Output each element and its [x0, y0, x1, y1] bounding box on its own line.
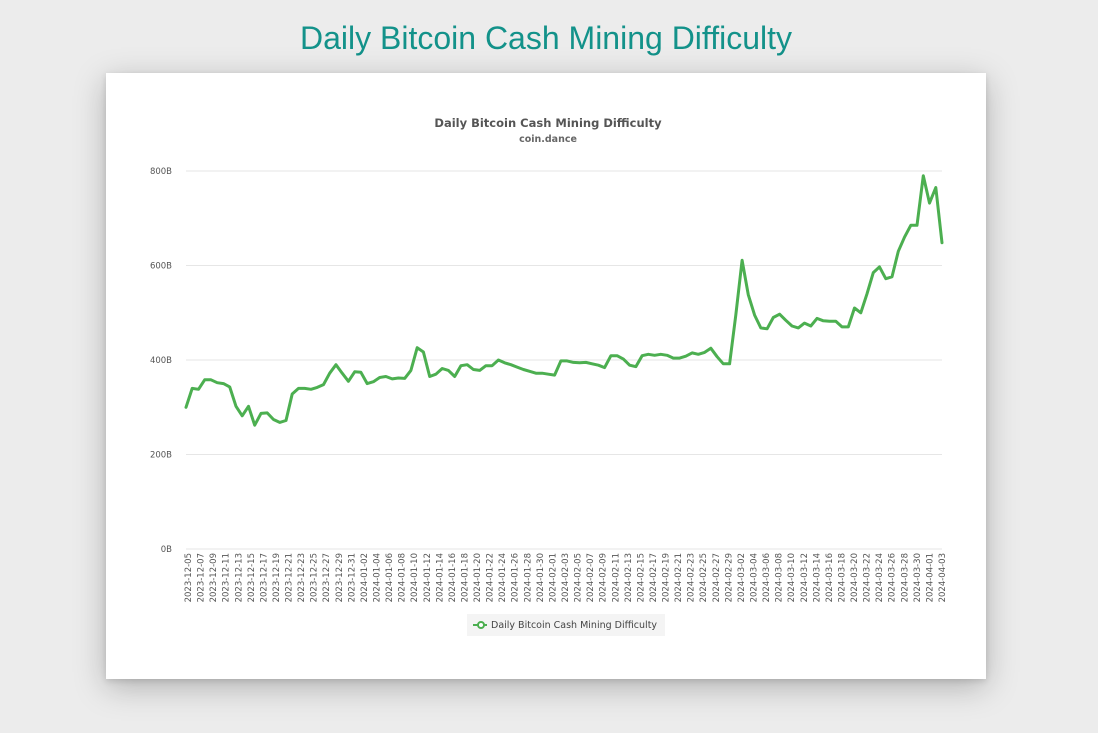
x-tick-label: 2023-12-07: [197, 553, 207, 602]
x-tick-label: 2024-02-03: [561, 553, 571, 602]
x-tick-label: 2024-02-13: [624, 553, 634, 602]
x-tick-label: 2024-02-27: [712, 553, 722, 602]
y-tick-label: 0B: [161, 545, 172, 555]
x-tick-label: 2024-02-23: [687, 553, 697, 602]
y-tick-label: 200B: [150, 451, 172, 461]
x-tick-label: 2023-12-09: [209, 553, 219, 602]
legend-line-marker-icon: [473, 620, 487, 630]
x-tick-label: 2024-02-19: [662, 553, 672, 602]
x-tick-label: 2023-12-15: [247, 553, 257, 602]
x-tick-label: 2024-02-15: [636, 553, 646, 602]
x-tick-label: 2024-03-30: [913, 553, 923, 602]
x-tick-label: 2024-01-24: [498, 553, 508, 602]
y-axis-ticks: 0B 200B 400B 600B 800B: [150, 167, 172, 555]
x-tick-label: 2024-03-16: [825, 553, 835, 602]
x-tick-label: 2024-03-24: [875, 553, 885, 602]
x-tick-label: 2024-03-08: [775, 553, 785, 602]
x-tick-label: 2023-12-25: [310, 553, 320, 602]
x-tick-label: 2024-01-06: [385, 553, 395, 602]
x-tick-label: 2024-01-02: [360, 553, 370, 602]
x-tick-label: 2023-12-31: [347, 553, 357, 602]
chart-title: Daily Bitcoin Cash Mining Difficulty: [434, 116, 662, 130]
x-tick-label: 2023-12-21: [285, 553, 295, 602]
x-tick-label: 2024-02-07: [586, 553, 596, 602]
x-tick-label: 2023-12-11: [222, 553, 232, 602]
x-tick-label: 2024-01-12: [423, 553, 433, 602]
y-tick-label: 400B: [150, 356, 172, 366]
x-tick-label: 2024-01-16: [448, 553, 458, 602]
x-tick-label: 2024-03-12: [800, 553, 810, 602]
x-tick-label: 2024-03-10: [787, 553, 797, 602]
x-tick-label: 2024-01-20: [473, 553, 483, 602]
y-tick-label: 600B: [150, 262, 172, 272]
x-tick-label: 2023-12-19: [272, 553, 282, 602]
x-tick-label: 2024-01-30: [536, 553, 546, 602]
x-tick-label: 2024-03-22: [863, 553, 873, 602]
x-tick-label: 2024-02-01: [548, 553, 558, 602]
x-tick-label: 2024-04-03: [938, 553, 948, 602]
x-tick-label: 2023-12-05: [184, 553, 194, 602]
x-tick-label: 2024-01-22: [486, 553, 496, 602]
x-tick-label: 2023-12-27: [322, 553, 332, 602]
y-tick-label: 800B: [150, 167, 172, 177]
x-axis-ticks: 2023-12-05 2023-12-07 2023-12-09 2023-12-11…: [184, 553, 948, 602]
x-tick-label: 2024-03-02: [737, 553, 747, 602]
x-tick-label: 2024-03-20: [850, 553, 860, 602]
x-tick-label: 2024-01-28: [523, 553, 533, 602]
x-tick-label: 2024-03-18: [837, 553, 847, 602]
x-tick-label: 2024-02-05: [574, 553, 584, 602]
x-tick-label: 2023-12-23: [297, 553, 307, 602]
page-title: Daily Bitcoin Cash Mining Difficulty: [299, 20, 793, 56]
legend-label: Daily Bitcoin Cash Mining Difficulty: [491, 619, 658, 631]
x-tick-label: 2024-01-08: [398, 553, 408, 602]
legend-item[interactable]: Daily Bitcoin Cash Mining Difficulty: [467, 614, 666, 636]
x-tick-label: 2024-02-21: [674, 553, 684, 602]
x-tick-label: 2024-01-10: [410, 553, 420, 602]
x-tick-label: 2024-02-11: [611, 553, 621, 602]
x-tick-label: 2024-04-01: [925, 553, 935, 602]
x-tick-label: 2023-12-17: [259, 553, 269, 602]
x-tick-label: 2024-03-26: [888, 553, 898, 602]
x-tick-label: 2024-03-04: [750, 553, 760, 602]
x-tick-label: 2024-01-26: [511, 553, 521, 602]
x-tick-label: 2024-02-17: [649, 553, 659, 602]
x-tick-label: 2024-01-14: [435, 553, 445, 602]
x-tick-label: 2023-12-13: [234, 553, 244, 602]
chart-subtitle: coin.dance: [519, 134, 577, 145]
x-tick-label: 2024-01-04: [373, 553, 383, 602]
x-tick-label: 2024-02-25: [699, 553, 709, 602]
x-tick-label: 2023-12-29: [335, 553, 345, 602]
chart-card: 0B 200B 400B 600B 800B 2023-12-05 2023-12-07 2…: [106, 73, 986, 679]
series-line-daily-difficulty: [184, 174, 944, 427]
series-marks: [184, 174, 944, 427]
x-tick-label: 2024-01-18: [460, 553, 470, 602]
x-tick-label: 2024-03-28: [900, 553, 910, 602]
x-tick-label: 2024-03-06: [762, 553, 772, 602]
x-tick-label: 2024-03-14: [812, 553, 822, 602]
x-tick-label: 2024-02-29: [724, 553, 734, 602]
x-tick-label: 2024-02-09: [599, 553, 609, 602]
